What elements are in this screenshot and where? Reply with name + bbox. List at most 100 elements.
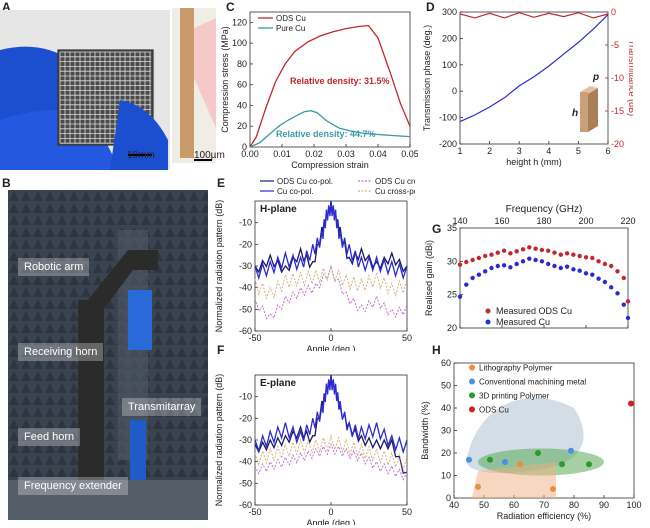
data-point [621,302,626,307]
data-point [475,483,481,490]
panel-label-h: H [432,343,441,357]
y-tick-label: -20 [239,239,252,249]
x-tick-label: 50 [479,500,489,510]
x-tick-label: 90 [599,500,609,510]
x-axis-label: Frequency (GHz) [506,204,583,215]
data-point [590,255,595,261]
chamber-background [8,190,208,520]
plane-title: H-plane [260,204,297,215]
data-point [464,282,469,287]
data-point [625,299,631,304]
data-point [628,400,634,407]
x-tick-label: 180 [536,216,551,226]
data-point [466,456,472,463]
y-tick-label: -60 [239,500,252,510]
legend-label: ODS Cu cross-pol [375,177,415,186]
data-point [539,259,545,264]
legend-label: Lithography Polymer [479,364,553,373]
legend-marker [469,378,475,385]
data-point [517,461,523,468]
inset-label-h: h [572,108,578,119]
y-tick-label: 40 [237,100,247,110]
data-point [609,285,614,290]
scale-bar-10mm: 10mm [127,150,155,161]
series-cu-co-pol- [254,200,408,281]
y-axis-label: Normalized radiation pattern (dB) [214,200,224,333]
x-tick-label: 0.01 [273,149,291,159]
x-tick-label: 60 [509,500,519,510]
data-point [552,263,557,269]
data-point [596,276,601,281]
data-point [508,265,513,270]
x-tick-label: 80 [569,500,579,510]
x-tick-label: 6 [605,146,610,156]
legend-label: ODS Cu co-pol. [277,177,333,186]
y-right-tick-label: -10 [611,73,624,83]
x-axis-label: height h (mm) [506,157,562,167]
legend-marker [469,392,475,399]
data-point [615,269,620,274]
y-right-tick-label: -5 [611,40,619,50]
data-point [520,259,526,264]
data-point [577,253,582,259]
label-receiving-horn: Receiving horn [18,343,104,361]
y-tick-label: 100 [232,38,247,48]
label-robotic-arm: Robotic arm [18,258,90,276]
data-point [495,263,500,269]
y-tick-label: -40 [239,283,252,293]
y-tick-label: -60 [239,326,252,336]
data-point [621,275,626,281]
anechoic-chamber-photo [8,190,208,520]
y-tick-label: 20 [447,323,457,333]
data-point [520,247,526,252]
y-tick-label: 300 [442,7,457,17]
x-tick-label: 70 [539,500,549,510]
y-axis-label: Realised gain (dBi) [424,240,434,316]
data-point [552,250,557,255]
data-point [483,253,488,259]
data-point [502,459,508,465]
y-tick-label: 60 [441,358,451,368]
y-tick-label: -30 [239,435,252,445]
data-point [583,271,589,276]
x-tick-label: 0 [328,333,333,343]
data-point [564,264,570,269]
x-tick-label: 2 [487,146,492,156]
y-tick-label: 200 [442,33,457,43]
label-feed-horn: Feed horn [18,428,81,446]
legend-label: Conventional machining metal [479,377,586,386]
data-point [602,261,608,267]
y-tick-label: 80 [237,59,247,69]
series-pure-cu [249,110,411,148]
legend-label: ODS Cu [479,405,509,414]
legend-label: 3D printing Polymer [479,391,550,400]
data-point [577,268,582,273]
y-tick-label: 40 [441,403,451,413]
y-tick-label: 30 [441,426,451,436]
x-tick-label: 220 [620,216,635,226]
x-axis-label: Compression strain [291,160,369,170]
inset-unit-cell: ph [572,72,599,132]
data-point [483,269,488,274]
series-ods-cu [249,24,411,148]
cell-side [588,88,598,132]
y-tick-label: 0 [446,493,451,503]
data-point [571,252,576,257]
lattice-photo [0,10,170,170]
series-cu-cross-pol- [254,433,408,472]
y-tick-label: -40 [239,457,252,467]
data-point [539,247,545,253]
data-point [476,272,482,277]
y-tick-label: 0 [452,86,457,96]
region-lithography [472,462,556,498]
strut-photo [172,8,216,163]
x-tick-label: -50 [248,507,261,517]
x-tick-label: 0.02 [305,149,323,159]
x-tick-label: 4 [546,146,551,156]
x-tick-label: 200 [578,216,593,226]
data-point [558,252,563,257]
x-tick-label: 0.00 [241,149,259,159]
panel-label-c: C [226,0,235,14]
